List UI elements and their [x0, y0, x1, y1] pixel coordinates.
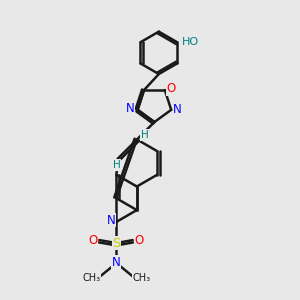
Text: H: H: [112, 160, 120, 170]
Text: H: H: [140, 130, 148, 140]
Text: N: N: [112, 256, 121, 269]
Text: N: N: [173, 103, 182, 116]
Text: O: O: [134, 234, 144, 247]
Text: HO: HO: [182, 37, 199, 47]
Text: N: N: [107, 214, 116, 227]
Text: N: N: [126, 102, 135, 115]
Text: O: O: [167, 82, 176, 95]
Text: O: O: [88, 234, 98, 247]
Text: CH₃: CH₃: [82, 273, 100, 283]
Text: S: S: [112, 236, 121, 250]
Text: CH₃: CH₃: [132, 273, 151, 283]
